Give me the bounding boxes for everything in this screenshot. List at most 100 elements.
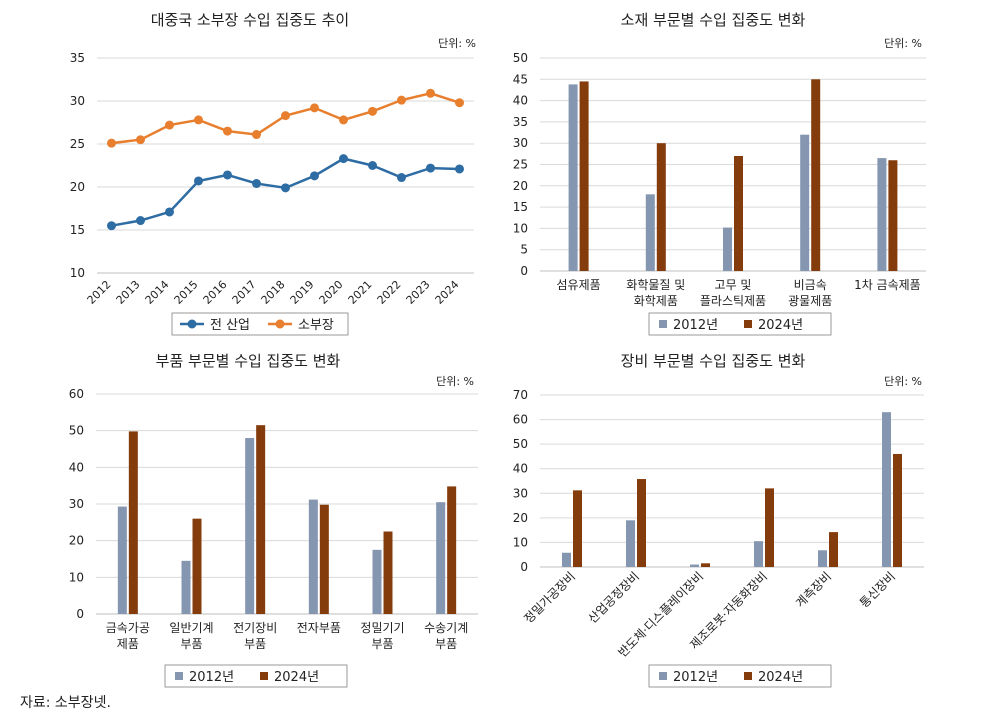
x-tick-label: 2024 bbox=[433, 278, 462, 307]
data-point bbox=[165, 120, 174, 130]
chart-title: 소재 부문별 수입 집중도 변화 bbox=[621, 11, 806, 29]
chart-title: 장비 부문별 수입 집중도 변화 bbox=[621, 352, 806, 370]
y-tick-label: 25 bbox=[513, 158, 528, 172]
y-tick-label: 60 bbox=[513, 413, 528, 427]
y-tick-label: 35 bbox=[513, 115, 528, 129]
source-note: 자료: 소부장넷. bbox=[20, 695, 111, 711]
data-point bbox=[426, 88, 435, 98]
y-tick-label: 10 bbox=[513, 221, 528, 235]
bar bbox=[637, 479, 646, 567]
data-point bbox=[455, 98, 464, 108]
y-tick-label: 10 bbox=[69, 570, 84, 584]
y-tick-label: 30 bbox=[513, 486, 528, 500]
bar bbox=[765, 488, 774, 567]
legend-marker bbox=[187, 319, 197, 329]
bar bbox=[319, 504, 329, 614]
legend-label: 소부장 bbox=[298, 318, 334, 333]
y-tick-label: 20 bbox=[513, 179, 528, 193]
x-tick-label: 비금속 bbox=[794, 278, 827, 292]
data-point bbox=[136, 135, 145, 145]
y-tick-label: 35 bbox=[70, 51, 85, 65]
legend-swatch bbox=[175, 672, 183, 680]
x-tick-label: 플라스틱제품 bbox=[700, 294, 766, 308]
unit-label: 단위: % bbox=[884, 37, 922, 50]
chart-title: 대중국 소부장 수입 집중도 추이 bbox=[151, 11, 349, 29]
x-tick-label: 화학물질 및 bbox=[626, 278, 685, 292]
data-point bbox=[252, 179, 261, 189]
y-tick-label: 50 bbox=[69, 424, 84, 438]
x-tick-label: 금속가공 bbox=[106, 621, 150, 635]
unit-label: 단위: % bbox=[436, 375, 474, 388]
data-point bbox=[339, 154, 348, 164]
legend-box bbox=[171, 312, 349, 336]
x-tick-label: 1차 금속제품 bbox=[854, 278, 921, 292]
data-point bbox=[223, 170, 232, 180]
data-point bbox=[310, 171, 319, 181]
bar bbox=[800, 134, 810, 271]
bar bbox=[690, 564, 699, 567]
bar bbox=[256, 425, 266, 614]
legend: 2012년 2024년 bbox=[648, 312, 832, 336]
y-tick-label: 25 bbox=[70, 137, 85, 151]
data-point bbox=[281, 183, 290, 193]
legend-box bbox=[164, 664, 348, 688]
x-tick-label: 2012 bbox=[85, 278, 114, 307]
y-tick-label: 10 bbox=[513, 535, 528, 549]
y-tick-label: 30 bbox=[69, 497, 84, 511]
y-tick-label: 5 bbox=[520, 243, 528, 257]
legend-label: 2012년 bbox=[673, 318, 718, 333]
bar bbox=[754, 541, 763, 567]
bar bbox=[117, 506, 127, 614]
bar bbox=[245, 438, 255, 614]
chart-title: 부품 부문별 수입 집중도 변화 bbox=[156, 352, 341, 370]
x-tick-label: 정밀가공장비 bbox=[521, 569, 578, 626]
data-point bbox=[107, 221, 116, 231]
y-tick-label: 30 bbox=[70, 94, 85, 108]
legend-label: 전 산업 bbox=[210, 318, 250, 333]
y-tick-label: 30 bbox=[513, 136, 528, 150]
x-tick-label: 통신장비 bbox=[857, 569, 898, 610]
data-point bbox=[426, 163, 435, 173]
y-tick-label: 50 bbox=[513, 437, 528, 451]
x-tick-label: 2018 bbox=[259, 278, 288, 307]
data-point bbox=[397, 95, 406, 105]
y-tick-label: 20 bbox=[70, 180, 85, 194]
bar bbox=[562, 552, 571, 567]
bar bbox=[626, 520, 635, 567]
data-point bbox=[455, 164, 464, 174]
legend: 2012년 2024년 bbox=[164, 664, 348, 688]
y-tick-label: 50 bbox=[513, 51, 528, 65]
y-tick-label: 15 bbox=[513, 200, 528, 214]
y-tick-label: 40 bbox=[513, 94, 528, 108]
x-tick-label: 부품 bbox=[371, 637, 393, 651]
x-tick-label: 2023 bbox=[404, 278, 433, 307]
y-tick-label: 40 bbox=[513, 462, 528, 476]
legend-label: 2024년 bbox=[758, 670, 803, 685]
y-tick-label: 40 bbox=[69, 460, 84, 474]
bar bbox=[579, 81, 589, 272]
data-point bbox=[136, 216, 145, 226]
data-point bbox=[397, 173, 406, 183]
legend-swatch bbox=[260, 672, 268, 680]
bar bbox=[308, 499, 318, 614]
y-tick-label: 10 bbox=[70, 266, 85, 280]
data-point bbox=[194, 115, 203, 125]
x-tick-label: 계측장비 bbox=[793, 569, 834, 610]
x-tick-label: 2014 bbox=[143, 278, 172, 307]
legend: 2012년 2024년 bbox=[648, 664, 832, 688]
x-tick-label: 2016 bbox=[201, 278, 230, 307]
x-tick-label: 정밀기기 bbox=[360, 621, 404, 635]
legend-swatch bbox=[659, 672, 667, 680]
x-tick-label: 부품 bbox=[180, 637, 202, 651]
y-tick-label: 70 bbox=[513, 388, 528, 402]
bar bbox=[734, 155, 743, 271]
data-point bbox=[107, 138, 116, 148]
bar bbox=[568, 84, 578, 271]
bar bbox=[645, 194, 655, 271]
legend-label: 2012년 bbox=[189, 670, 234, 685]
x-tick-label: 2019 bbox=[288, 278, 317, 307]
legend-label: 2024년 bbox=[758, 318, 803, 333]
x-tick-label: 제품 bbox=[117, 637, 139, 651]
